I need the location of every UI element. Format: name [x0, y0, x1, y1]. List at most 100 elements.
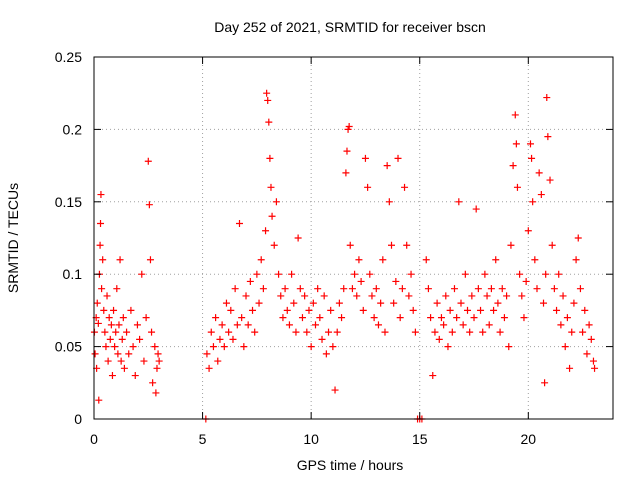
data-point [120, 364, 128, 372]
data-point [102, 343, 110, 351]
y-axis-ticks: 0 0.05 0.1 0.15 0.2 0.25 [55, 49, 613, 427]
data-point [99, 256, 107, 264]
data-point [112, 328, 120, 336]
data-point [470, 314, 478, 322]
data-point [526, 140, 534, 148]
data-point [368, 292, 376, 300]
data-point [97, 220, 105, 228]
data-point [153, 364, 161, 372]
data-point [576, 285, 584, 293]
data-point [518, 292, 526, 300]
data-point [385, 198, 393, 206]
data-point [268, 212, 276, 220]
x-tick-label: 20 [521, 431, 537, 447]
data-point [543, 94, 551, 102]
data-point [303, 328, 311, 336]
data-point [459, 321, 467, 329]
y-tick-label: 0.2 [63, 121, 83, 137]
data-point [466, 328, 474, 336]
data-point [555, 270, 563, 278]
data-point [542, 270, 550, 278]
data-point [263, 89, 271, 97]
data-point [472, 205, 480, 213]
data-point [477, 306, 485, 314]
data-point [246, 277, 254, 285]
data-point [113, 285, 121, 293]
data-point [127, 306, 135, 314]
data-point [305, 306, 313, 314]
x-tick-label: 5 [199, 431, 207, 447]
data-point [133, 321, 141, 329]
data-point [231, 285, 239, 293]
data-point [429, 372, 437, 380]
data-point [212, 314, 220, 322]
data-point [151, 343, 159, 351]
data-point [253, 270, 261, 278]
data-point [520, 314, 528, 322]
data-point [498, 285, 506, 293]
data-point [589, 357, 597, 365]
data-point [93, 299, 101, 307]
data-point [553, 306, 561, 314]
data-point [114, 350, 122, 358]
data-point [91, 350, 99, 358]
data-point [340, 285, 348, 293]
data-point [316, 314, 324, 322]
data-point [294, 234, 302, 242]
data-point [129, 343, 137, 351]
data-point [105, 314, 113, 322]
data-point [405, 292, 413, 300]
data-point [563, 314, 571, 322]
data-point [267, 183, 275, 191]
data-point [335, 299, 343, 307]
data-point [581, 306, 589, 314]
data-point [111, 343, 119, 351]
data-point [572, 256, 580, 264]
data-point [283, 306, 291, 314]
data-point [144, 157, 152, 165]
data-point [318, 335, 326, 343]
data-point [422, 256, 430, 264]
data-point [117, 357, 125, 365]
data-point [559, 292, 567, 300]
data-point [359, 306, 367, 314]
data-point [265, 118, 273, 126]
data-point [433, 299, 441, 307]
data-point [370, 314, 378, 322]
data-point [579, 328, 587, 336]
data-point [209, 343, 217, 351]
data-points [90, 89, 599, 423]
data-point [131, 372, 139, 380]
data-point [285, 321, 293, 329]
chart-title: Day 252 of 2021, SRMTID for receiver bsc… [214, 19, 486, 35]
data-point [333, 328, 341, 336]
data-point [96, 241, 104, 249]
x-tick-label: 15 [412, 431, 428, 447]
data-point [516, 270, 524, 278]
data-point [152, 389, 160, 397]
data-point [259, 285, 267, 293]
data-point [529, 198, 537, 206]
data-point [492, 256, 500, 264]
data-point [446, 306, 454, 314]
data-point [528, 154, 536, 162]
data-point [108, 372, 116, 380]
data-point [331, 386, 339, 394]
data-point [338, 314, 346, 322]
data-point [140, 357, 148, 365]
data-point [513, 183, 521, 191]
data-point [398, 285, 406, 293]
data-point [437, 314, 445, 322]
plot-frame [93, 56, 614, 420]
data-point [311, 321, 319, 329]
data-point [541, 379, 549, 387]
data-point [214, 357, 222, 365]
data-point [325, 328, 333, 336]
data-point [220, 343, 228, 351]
data-point [396, 314, 404, 322]
data-point [343, 147, 351, 155]
data-point [123, 328, 131, 336]
data-point [327, 306, 335, 314]
data-point [364, 183, 372, 191]
